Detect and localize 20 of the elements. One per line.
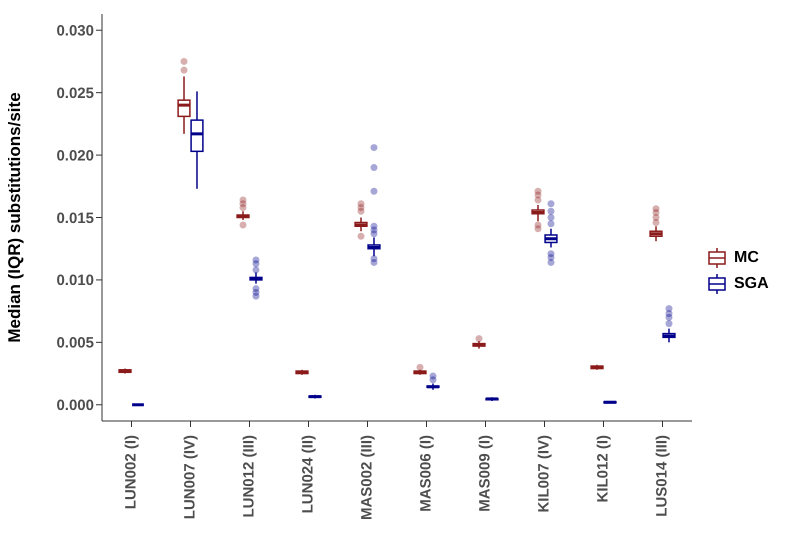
x-tick-label: LUN007 (IV): [181, 435, 198, 520]
x-tick-label: KIL012 (I): [594, 434, 612, 503]
y-tick-label: 0.025: [56, 84, 94, 102]
x-tick-label: LUN002 (I): [122, 435, 140, 510]
x-tick-label: LUS014 (III): [653, 434, 670, 517]
y-tick-label: 0.005: [56, 334, 94, 352]
x-tick-label: MAS009 (I): [476, 435, 494, 512]
y-tick-label: 0.010: [56, 272, 94, 290]
y-tick-label: 0.030: [56, 22, 94, 40]
x-tick-label: LUN012 (III): [240, 434, 258, 518]
y-axis-title: Median (IQR) substitutions/site: [5, 92, 24, 343]
y-tick-label: 0.020: [56, 147, 94, 164]
legend-label: MC: [734, 248, 759, 266]
x-tick-label: MAS006 (I): [417, 435, 434, 512]
x-tick-label: LUN024 (II): [299, 435, 316, 514]
x-tick-label: MAS002 (III): [358, 435, 376, 520]
y-tick-label: 0.015: [56, 210, 94, 227]
legend-label: SGA: [734, 274, 769, 292]
y-tick-label: 0.000: [56, 397, 94, 414]
x-tick-label: KIL007 (IV): [535, 435, 552, 513]
